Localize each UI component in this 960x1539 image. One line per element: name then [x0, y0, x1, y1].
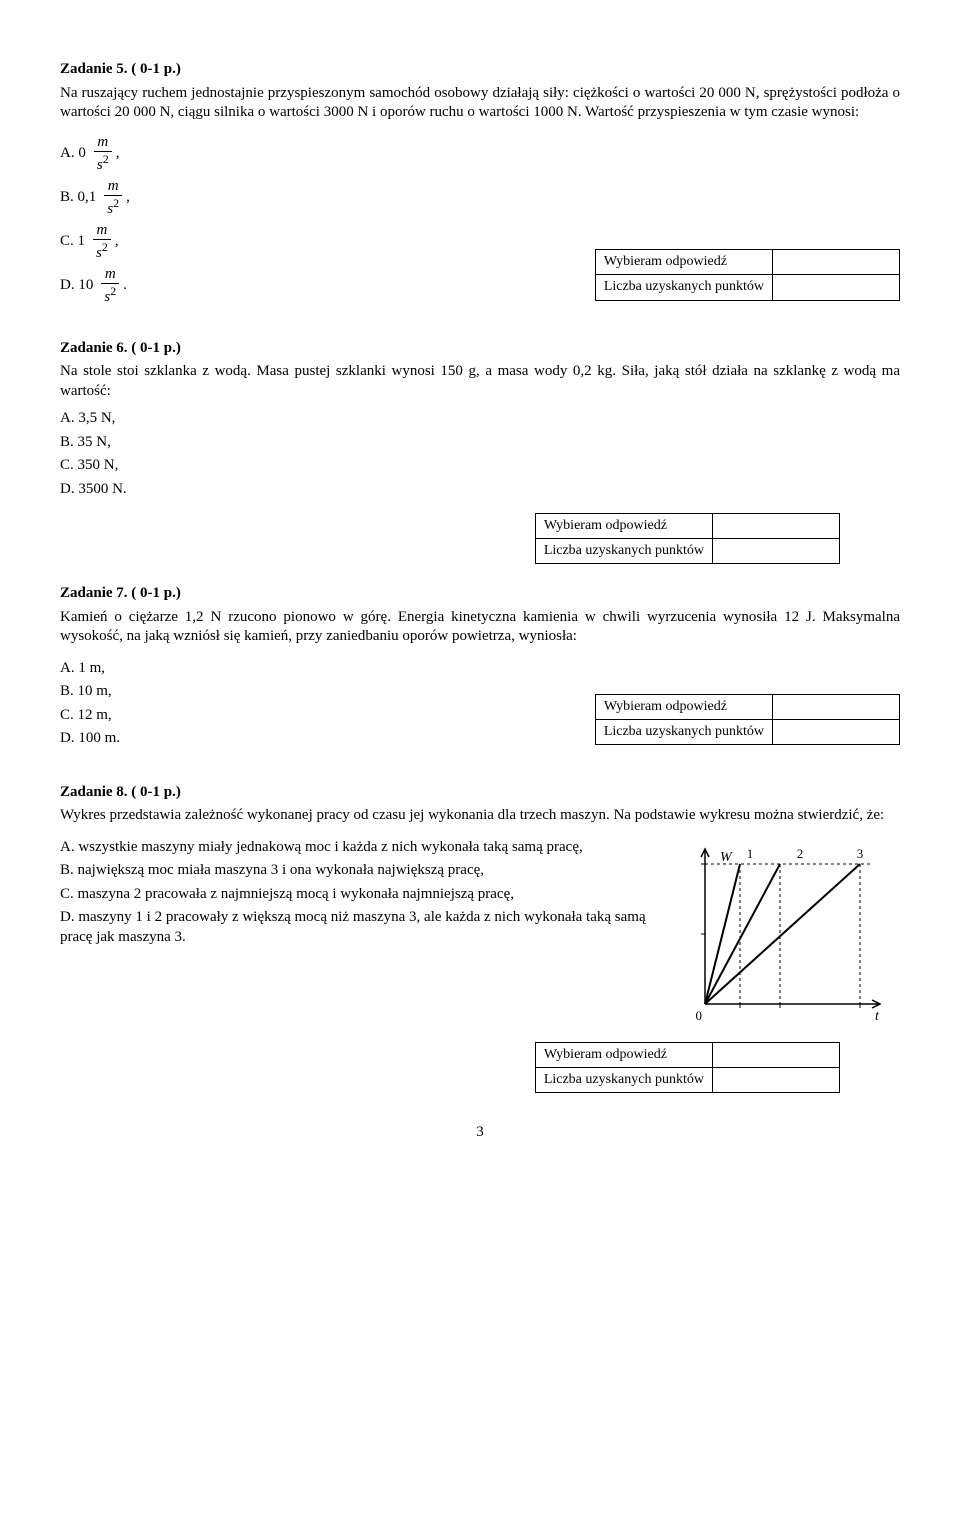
task6-option-b: B. 35 N,: [60, 433, 900, 453]
task5-option-c: C. 1 m s2 ,: [60, 223, 565, 261]
answer-blank[interactable]: [773, 250, 900, 275]
task7-body: Kamień o ciężarze 1,2 N rzucono pionowo …: [60, 608, 900, 647]
task7-options: A. 1 m, B. 10 m, C. 12 m, D. 100 m.: [60, 659, 565, 749]
task6-options: A. 3,5 N, B. 35 N, C. 350 N, D. 3500 N.: [60, 409, 900, 499]
task7-option-c: C. 12 m,: [60, 706, 565, 726]
task6-option-a: A. 3,5 N,: [60, 409, 900, 429]
points-blank[interactable]: [713, 539, 840, 564]
answer-row-choice: Wybieram odpowiedź: [535, 514, 712, 539]
answer-row-points: Liczba uzyskanych punktów: [535, 539, 712, 564]
svg-text:t: t: [875, 1009, 880, 1024]
points-blank[interactable]: [773, 275, 900, 300]
task8-option-d: D. maszyny 1 i 2 pracowały z większą moc…: [60, 908, 660, 947]
answer-box: Wybieram odpowiedź Liczba uzyskanych pun…: [535, 1042, 840, 1093]
answer-row-choice: Wybieram odpowiedź: [595, 694, 772, 719]
work-time-chart: 1 2 3 Wt 0: [680, 834, 900, 1034]
answer-row-choice: Wybieram odpowiedź: [535, 1042, 712, 1067]
fraction: m s2: [104, 179, 122, 217]
task7-option-a: A. 1 m,: [60, 659, 565, 679]
answer-blank[interactable]: [713, 1042, 840, 1067]
task8-option-a: A. wszystkie maszyny miały jednakową moc…: [60, 838, 660, 858]
svg-text:3: 3: [857, 846, 864, 861]
fraction: m s2: [94, 135, 112, 173]
fraction: m s2: [101, 267, 119, 305]
task6-body: Na stole stoi szklanka z wodą. Masa pust…: [60, 362, 900, 401]
points-blank[interactable]: [713, 1068, 840, 1093]
task8-title: Zadanie 8. ( 0-1 p.): [60, 783, 900, 803]
task5-body: Na ruszający ruchem jednostajnie przyspi…: [60, 84, 900, 123]
answer-blank[interactable]: [713, 514, 840, 539]
task8-options: A. wszystkie maszyny miały jednakową moc…: [60, 838, 660, 948]
task7-option-b: B. 10 m,: [60, 682, 565, 702]
task-6: Zadanie 6. ( 0-1 p.) Na stole stoi szkla…: [60, 339, 900, 565]
task-5: Zadanie 5. ( 0-1 p.) Na ruszający ruchem…: [60, 60, 900, 319]
points-blank[interactable]: [773, 719, 900, 744]
task5-option-d: D. 10 m s2 .: [60, 267, 565, 305]
answer-blank[interactable]: [773, 694, 900, 719]
answer-row-points: Liczba uzyskanych punktów: [595, 719, 772, 744]
answer-box: Wybieram odpowiedź Liczba uzyskanych pun…: [595, 249, 900, 300]
task-7: Zadanie 7. ( 0-1 p.) Kamień o ciężarze 1…: [60, 584, 900, 763]
answer-row-points: Liczba uzyskanych punktów: [595, 275, 772, 300]
task8-option-b: B. największą moc miała maszyna 3 i ona …: [60, 861, 660, 881]
answer-row-points: Liczba uzyskanych punktów: [535, 1068, 712, 1093]
page-number: 3: [60, 1123, 900, 1143]
task7-option-d: D. 100 m.: [60, 729, 565, 749]
task8-body: Wykres przedstawia zależność wykonanej p…: [60, 806, 900, 826]
svg-text:1: 1: [747, 846, 754, 861]
task7-title: Zadanie 7. ( 0-1 p.): [60, 584, 900, 604]
task8-option-c: C. maszyna 2 pracowała z najmniejszą moc…: [60, 885, 660, 905]
answer-box: Wybieram odpowiedź Liczba uzyskanych pun…: [535, 513, 840, 564]
task6-title: Zadanie 6. ( 0-1 p.): [60, 339, 900, 359]
answer-row-choice: Wybieram odpowiedź: [595, 250, 772, 275]
task5-option-a: A. 0 m s2 ,: [60, 135, 565, 173]
svg-text:0: 0: [696, 1008, 703, 1023]
fraction: m s2: [93, 223, 111, 261]
task-8: Zadanie 8. ( 0-1 p.) Wykres przedstawia …: [60, 783, 900, 1093]
task5-title: Zadanie 5. ( 0-1 p.): [60, 60, 900, 80]
task5-option-b: B. 0,1 m s2 ,: [60, 179, 565, 217]
task6-option-c: C. 350 N,: [60, 456, 900, 476]
answer-box: Wybieram odpowiedź Liczba uzyskanych pun…: [595, 694, 900, 745]
svg-text:2: 2: [797, 846, 804, 861]
task5-options: A. 0 m s2 , B. 0,1 m s2 , C. 1: [60, 135, 565, 305]
svg-text:W: W: [720, 850, 733, 865]
task6-option-d: D. 3500 N.: [60, 480, 900, 500]
